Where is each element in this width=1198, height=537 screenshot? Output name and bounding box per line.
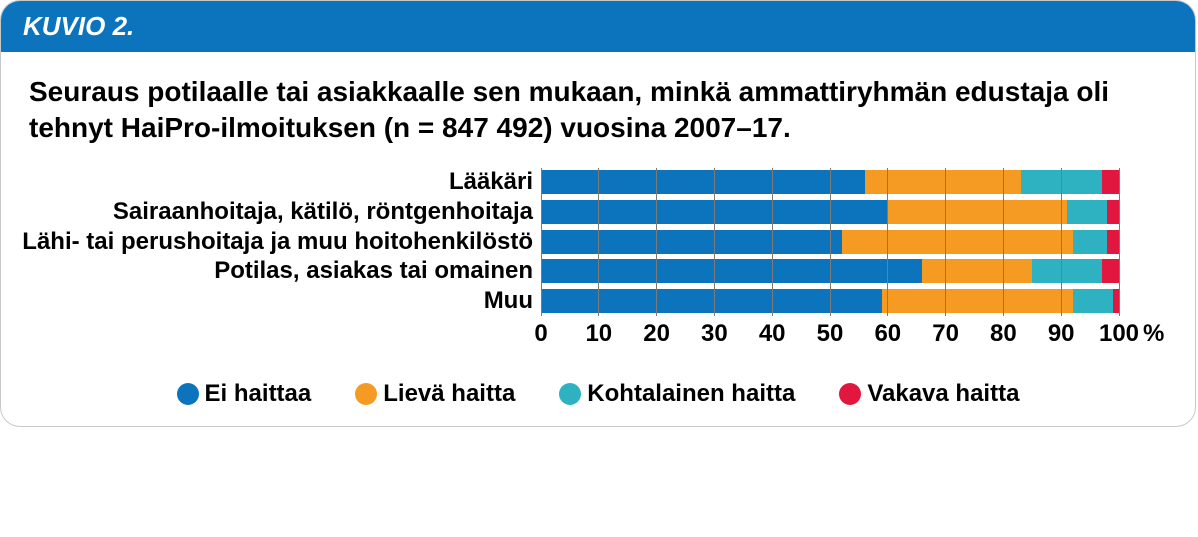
legend-label: Ei haittaa: [205, 380, 312, 408]
gridline: [598, 168, 599, 316]
legend-swatch: [177, 383, 199, 405]
gridline: [541, 168, 542, 316]
plot-area: [541, 168, 1119, 316]
figure-header: KUVIO 2.: [1, 1, 1195, 52]
bar-segment: [922, 259, 1032, 283]
x-tick: 0: [534, 320, 547, 348]
bar-segment: [1073, 289, 1113, 313]
legend-swatch: [839, 383, 861, 405]
bar-segment: [842, 230, 1073, 254]
gridline: [1119, 168, 1120, 316]
bar-segment: [1102, 170, 1119, 194]
figure-header-label: KUVIO 2.: [23, 11, 134, 41]
y-axis-label: Sairaanhoitaja, kätilö, röntgenhoitaja: [29, 200, 533, 224]
x-tick: 30: [701, 320, 728, 348]
bar-segment: [882, 289, 1073, 313]
x-axis-unit: %: [1143, 320, 1164, 348]
legend-item: Vakava haitta: [839, 380, 1019, 408]
bar-segment: [541, 230, 842, 254]
legend-label: Lievä haitta: [383, 380, 515, 408]
x-axis-spacer: [29, 316, 541, 350]
legend-swatch: [559, 383, 581, 405]
x-tick: 10: [585, 320, 612, 348]
bar-segment: [1107, 200, 1119, 224]
x-axis: 0102030405060708090100%: [541, 316, 1119, 350]
x-tick: 80: [990, 320, 1017, 348]
gridline: [772, 168, 773, 316]
bar-segment: [1102, 259, 1119, 283]
x-tick: 60: [874, 320, 901, 348]
bar-segment: [1067, 200, 1107, 224]
x-tick: 20: [643, 320, 670, 348]
gridline: [887, 168, 888, 316]
bar-segment: [541, 170, 865, 194]
bar-segment: [1073, 230, 1108, 254]
chart: Lääkäri Sairaanhoitaja, kätilö, röntgenho…: [29, 168, 1167, 408]
bar-segment: [1107, 230, 1119, 254]
x-tick: 90: [1048, 320, 1075, 348]
legend-label: Kohtalainen haitta: [587, 380, 795, 408]
gridline: [1061, 168, 1062, 316]
y-axis-label: Muu: [29, 289, 533, 313]
gridline: [714, 168, 715, 316]
legend-item: Lievä haitta: [355, 380, 515, 408]
gridline: [830, 168, 831, 316]
x-tick: 50: [817, 320, 844, 348]
y-axis-label: Potilas, asiakas tai omainen: [29, 259, 533, 283]
x-axis-row: 0 10 20 30 40 50 60 70 80 90 100%: [29, 316, 1167, 350]
y-axis-label: Lääkäri: [29, 170, 533, 194]
y-axis-label: Lähi- tai perushoitaja ja muu hoitohenki…: [29, 230, 533, 254]
y-axis-labels: Lääkäri Sairaanhoitaja, kätilö, röntgenho…: [29, 168, 541, 316]
figure-body: Seuraus potilaalle tai asiakkaalle sen m…: [1, 52, 1195, 426]
bar-segment: [888, 200, 1067, 224]
gridline: [945, 168, 946, 316]
x-tick: 70: [932, 320, 959, 348]
x-tick: 100: [1099, 320, 1139, 348]
legend-item: Kohtalainen haitta: [559, 380, 795, 408]
gridline: [656, 168, 657, 316]
figure-card: KUVIO 2. Seuraus potilaalle tai asiakkaa…: [0, 0, 1196, 427]
legend: Ei haittaa Lievä haitta Kohtalainen haitta…: [29, 380, 1167, 408]
gridline: [1003, 168, 1004, 316]
figure-title: Seuraus potilaalle tai asiakkaalle sen m…: [29, 74, 1167, 146]
legend-label: Vakava haitta: [867, 380, 1019, 408]
x-tick: 40: [759, 320, 786, 348]
legend-item: Ei haittaa: [177, 380, 312, 408]
bar-segment: [541, 289, 882, 313]
bar-segment: [1032, 259, 1101, 283]
plot-row: Lääkäri Sairaanhoitaja, kätilö, röntgenho…: [29, 168, 1167, 316]
legend-swatch: [355, 383, 377, 405]
